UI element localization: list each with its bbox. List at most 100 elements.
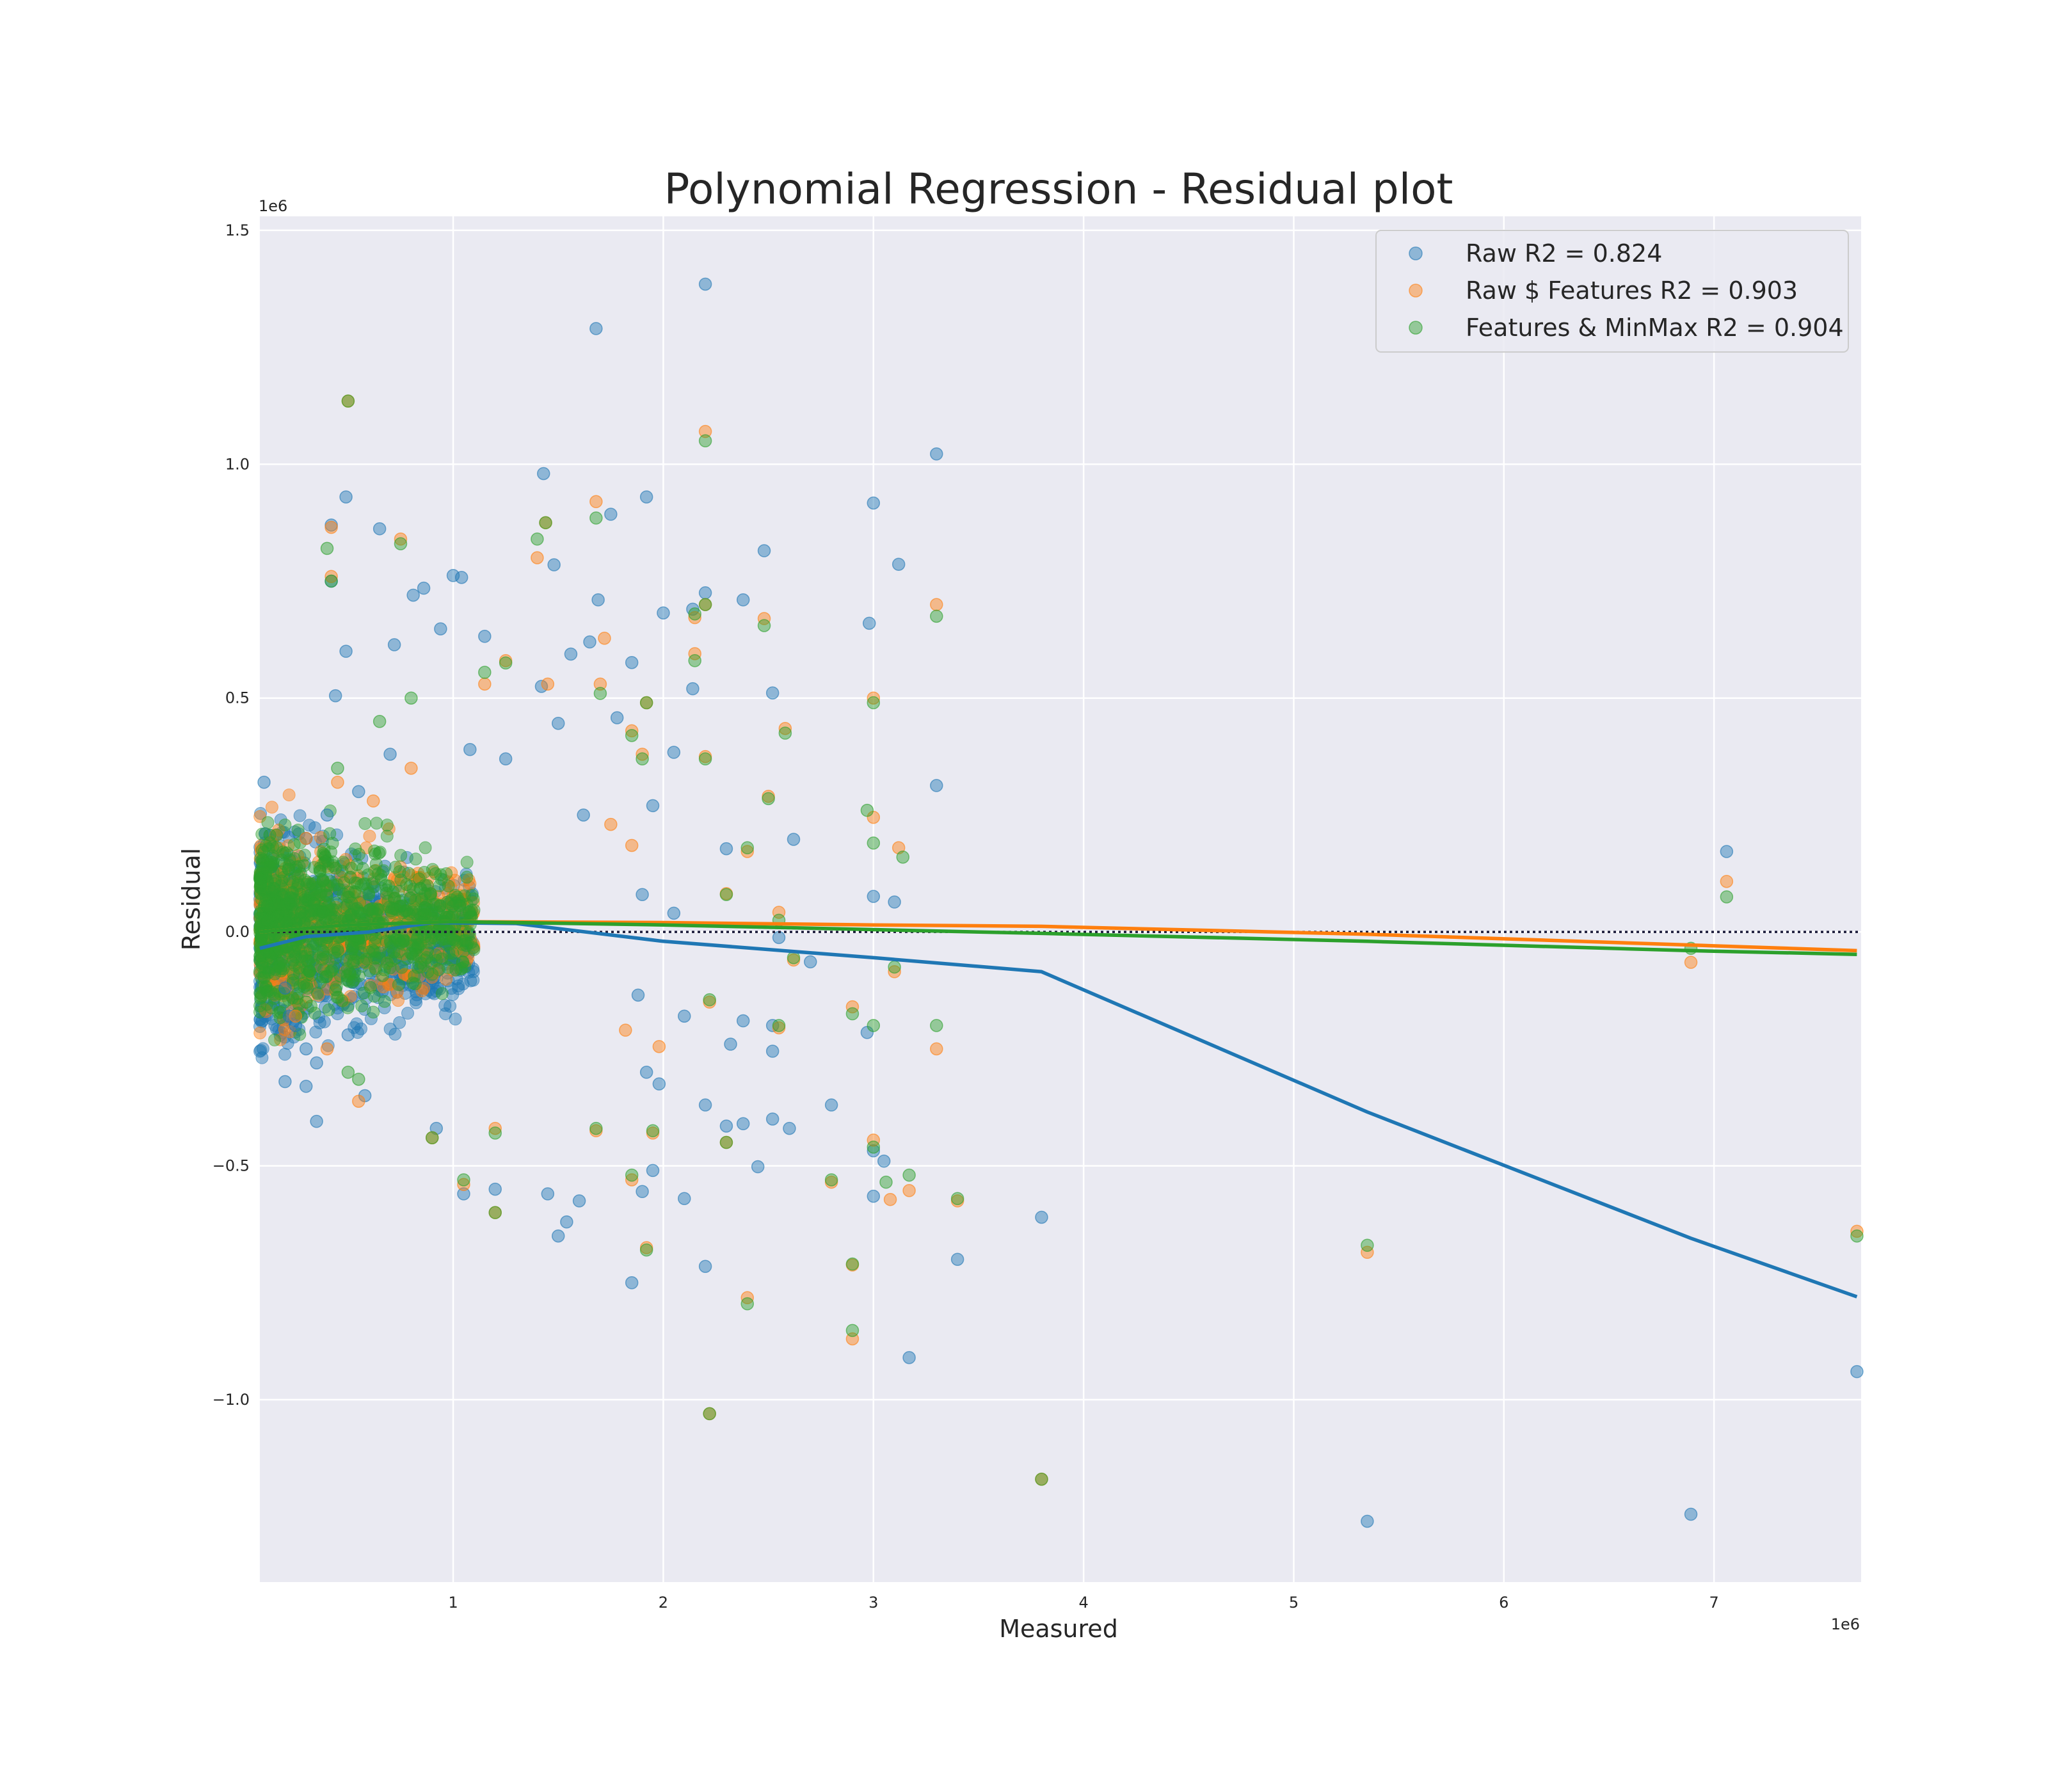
scatter-point — [255, 893, 269, 906]
scatter-point — [703, 1407, 716, 1421]
scatter-point — [824, 1098, 838, 1112]
scatter-point — [353, 896, 367, 909]
scatter-point — [438, 998, 452, 1012]
scatter-point — [499, 752, 513, 766]
scatter-point — [888, 960, 901, 974]
scatter-point — [678, 1192, 691, 1205]
scatter-point — [736, 593, 750, 607]
y-tick-label: −1.0 — [212, 1391, 250, 1409]
scatter-point — [478, 677, 492, 691]
scatter-point — [860, 803, 874, 817]
scatter-point — [787, 833, 801, 846]
scatter-point — [698, 1260, 712, 1273]
scatter-point — [406, 588, 420, 602]
plot-area — [260, 216, 1861, 1582]
scatter-point — [539, 516, 552, 529]
scatter-point — [392, 994, 405, 1007]
scatter-point — [598, 631, 611, 645]
scatter-point — [388, 952, 402, 965]
scatter-point — [888, 895, 901, 909]
scatter-point — [667, 906, 681, 920]
scatter-point — [299, 1080, 313, 1093]
scatter-point — [299, 995, 313, 1009]
y-tick-label: 1.0 — [225, 455, 250, 473]
scatter-point — [1850, 1364, 1864, 1379]
scatter-point — [316, 906, 330, 919]
scatter-point — [698, 1098, 712, 1112]
scatter-point — [400, 878, 413, 892]
scatter-point — [352, 1073, 365, 1086]
scatter-point — [765, 1044, 780, 1058]
scatter-point — [355, 999, 369, 1012]
scatter-point — [688, 607, 701, 621]
scatter-point — [593, 687, 607, 700]
scatter-point — [316, 873, 330, 886]
scatter-point — [268, 1033, 282, 1046]
scatter-point — [303, 819, 316, 832]
scatter-point — [317, 848, 331, 861]
scatter-point — [380, 819, 394, 832]
scatter-point — [363, 829, 376, 843]
scatter-point — [686, 682, 700, 696]
scatter-point — [902, 1350, 916, 1364]
scatter-point — [352, 785, 365, 799]
scatter-point — [331, 762, 344, 775]
scatter-point — [392, 978, 405, 991]
scatter-point — [552, 1229, 565, 1243]
scatter-point — [867, 696, 881, 710]
scatter-point — [591, 593, 605, 607]
scatter-point — [304, 904, 317, 918]
scatter-point — [341, 1028, 355, 1042]
scatter-point — [541, 1187, 555, 1201]
scatter-point — [339, 490, 353, 504]
scatter-point — [310, 1056, 323, 1070]
scatter-point — [762, 792, 775, 806]
y-tick-label: 0.0 — [225, 923, 250, 941]
scatter-point — [277, 898, 291, 911]
scatter-point — [583, 635, 596, 649]
x-tick-label: 4 — [1078, 1594, 1088, 1612]
scatter-point — [499, 656, 513, 670]
scatter-point — [278, 1075, 292, 1089]
y-axis-multiplier: 1e6 — [259, 197, 287, 215]
scatter-point — [401, 1007, 415, 1020]
scatter-point — [1720, 845, 1734, 858]
scatter-point — [564, 647, 578, 661]
scatter-point — [341, 394, 355, 408]
scatter-point — [719, 1119, 733, 1133]
scatter-point — [367, 794, 380, 808]
scatter-point — [757, 544, 771, 557]
scatter-point — [883, 1192, 897, 1206]
scatter-point — [625, 1276, 639, 1290]
scatter-point — [320, 1042, 334, 1056]
legend: Raw R2 = 0.824 Raw $ Features R2 = 0.903 F… — [1375, 230, 1849, 353]
scatter-point — [292, 941, 305, 955]
scatter-point — [610, 711, 624, 724]
scatter-point — [372, 715, 387, 728]
scatter-point — [289, 1009, 303, 1023]
scatter-point — [341, 1001, 355, 1014]
scatter-point — [636, 1185, 649, 1199]
scatter-point — [393, 1016, 406, 1029]
scatter-point — [698, 434, 712, 448]
scatter-point — [703, 993, 716, 1007]
scatter-point — [478, 630, 492, 643]
scatter-point — [531, 532, 544, 546]
scatter-point — [425, 986, 438, 999]
scatter-point — [778, 726, 792, 740]
scatter-point — [625, 838, 639, 852]
scatter-point — [867, 496, 881, 510]
scatter-point — [317, 1015, 331, 1028]
scatter-point — [845, 1324, 860, 1338]
scatter-point — [488, 1182, 502, 1196]
scatter-point — [589, 495, 603, 509]
scatter-point — [307, 937, 320, 950]
scatter-point — [387, 638, 401, 652]
scatter-point — [950, 1192, 964, 1205]
scatter-point — [460, 856, 474, 869]
scatter-point — [646, 799, 660, 813]
scatter-point — [902, 1184, 916, 1197]
scatter-point — [824, 1173, 838, 1187]
scatter-point — [366, 943, 380, 957]
